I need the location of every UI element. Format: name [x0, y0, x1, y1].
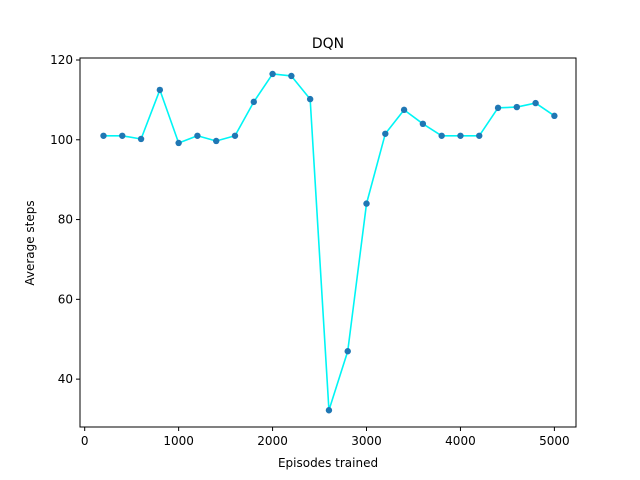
y-tick-label: 40 [58, 372, 73, 386]
data-point [382, 130, 389, 137]
x-axis: 0 1000 2000 3000 4000 5000 [81, 427, 570, 448]
data-point [137, 135, 145, 143]
x-tick-label: 5000 [539, 434, 570, 448]
data-point [231, 132, 239, 139]
data-point [213, 137, 220, 145]
data-point [288, 72, 295, 80]
x-tick-label: 3000 [351, 434, 382, 448]
x-tick-label: 0 [81, 434, 89, 448]
data-point [325, 407, 333, 414]
data-point [194, 132, 201, 139]
x-axis-label: Episodes trained [278, 456, 378, 470]
plot-frame [79, 57, 577, 428]
data-point [306, 95, 314, 103]
data-point [100, 132, 107, 139]
data-point [438, 132, 445, 139]
data-point [551, 112, 558, 120]
y-tick-label: 60 [58, 292, 73, 306]
y-axis-label: Average steps [23, 200, 37, 285]
data-point [532, 99, 539, 107]
y-tick-label: 80 [58, 213, 73, 227]
chart-title: DQN [312, 36, 344, 52]
y-tick-label: 100 [50, 133, 73, 147]
data-point [344, 348, 351, 355]
plot-layer [100, 70, 558, 414]
data-point [513, 103, 521, 111]
data-point [363, 200, 370, 207]
x-tick-label: 4000 [445, 434, 476, 448]
data-point [457, 132, 464, 139]
data-point [175, 139, 182, 147]
data-point [400, 106, 408, 114]
data-point [494, 104, 502, 112]
y-tick-label: 120 [50, 53, 73, 67]
data-point [419, 120, 427, 128]
data-point [156, 86, 164, 94]
x-tick-label: 1000 [163, 434, 194, 448]
data-point [119, 132, 126, 139]
data-point [476, 132, 483, 139]
data-point [269, 70, 276, 78]
x-tick-label: 2000 [257, 434, 288, 448]
y-axis: 40 60 80 100 120 [50, 53, 80, 386]
data-point [250, 98, 257, 106]
